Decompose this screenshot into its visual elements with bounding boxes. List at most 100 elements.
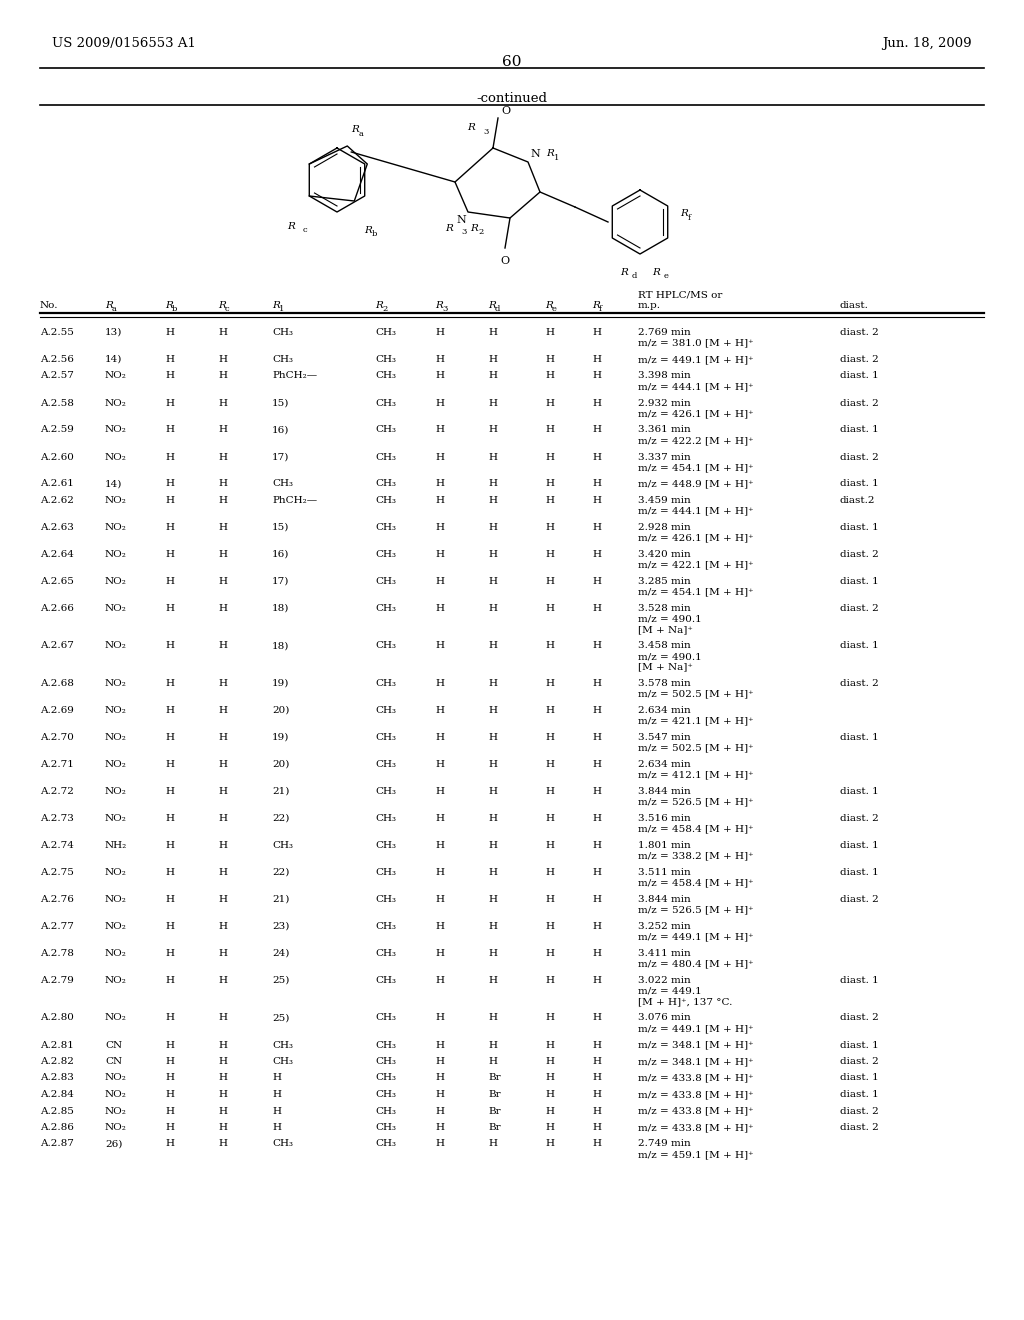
Text: H: H — [435, 523, 444, 532]
Text: H: H — [435, 371, 444, 380]
Text: H: H — [218, 678, 227, 688]
Text: d: d — [495, 305, 501, 313]
Text: H: H — [165, 678, 174, 688]
Text: A.2.66: A.2.66 — [40, 605, 74, 612]
Text: H: H — [165, 425, 174, 434]
Text: R: R — [375, 301, 383, 310]
Text: H: H — [545, 814, 554, 822]
Text: H: H — [545, 975, 554, 985]
Text: 25): 25) — [272, 1014, 290, 1023]
Text: 26): 26) — [105, 1139, 123, 1148]
Text: CH₃: CH₃ — [375, 1106, 396, 1115]
Text: H: H — [218, 706, 227, 715]
Text: diast.2: diast.2 — [840, 496, 876, 506]
Text: H: H — [488, 550, 497, 558]
Text: A.2.72: A.2.72 — [40, 787, 74, 796]
Text: m/z = 426.1 [M + H]⁺: m/z = 426.1 [M + H]⁺ — [638, 533, 754, 543]
Text: c: c — [303, 226, 307, 234]
Text: H: H — [435, 355, 444, 364]
Text: 3: 3 — [483, 128, 488, 136]
Text: R: R — [287, 222, 295, 231]
Text: H: H — [435, 787, 444, 796]
Text: H: H — [165, 355, 174, 364]
Text: m/z = 348.1 [M + H]⁺: m/z = 348.1 [M + H]⁺ — [638, 1040, 754, 1049]
Text: H: H — [218, 1106, 227, 1115]
Text: diast. 2: diast. 2 — [840, 1057, 879, 1067]
Text: H: H — [488, 453, 497, 462]
Text: H: H — [592, 1014, 601, 1023]
Text: H: H — [165, 1106, 174, 1115]
Text: H: H — [218, 1040, 227, 1049]
Text: H: H — [545, 642, 554, 651]
Text: 3.516 min: 3.516 min — [638, 814, 691, 822]
Text: diast. 1: diast. 1 — [840, 1090, 879, 1100]
Text: H: H — [435, 577, 444, 586]
Text: R: R — [364, 226, 372, 235]
Text: H: H — [592, 1139, 601, 1148]
Text: H: H — [165, 949, 174, 958]
Text: 19): 19) — [272, 733, 290, 742]
Text: R: R — [351, 125, 358, 135]
Text: H: H — [165, 479, 174, 488]
Text: d: d — [632, 272, 637, 280]
Text: H: H — [545, 371, 554, 380]
Text: 3.337 min: 3.337 min — [638, 453, 691, 462]
Text: 3.076 min: 3.076 min — [638, 1014, 691, 1023]
Text: H: H — [218, 1057, 227, 1067]
Text: R: R — [592, 301, 600, 310]
Text: H: H — [218, 355, 227, 364]
Text: 3.411 min: 3.411 min — [638, 949, 691, 958]
Text: CH₃: CH₃ — [375, 605, 396, 612]
Text: m/z = 449.1: m/z = 449.1 — [638, 986, 701, 995]
Text: m/z = 490.1: m/z = 490.1 — [638, 652, 701, 661]
Text: 2.634 min: 2.634 min — [638, 760, 691, 770]
Text: e: e — [552, 305, 557, 313]
Text: diast. 1: diast. 1 — [840, 1073, 879, 1082]
Text: diast. 2: diast. 2 — [840, 1106, 879, 1115]
Text: H: H — [435, 975, 444, 985]
Text: 3.285 min: 3.285 min — [638, 577, 691, 586]
Text: H: H — [545, 1073, 554, 1082]
Text: 2.932 min: 2.932 min — [638, 399, 691, 408]
Text: H: H — [165, 550, 174, 558]
Text: H: H — [545, 869, 554, 876]
Text: NO₂: NO₂ — [105, 760, 127, 770]
Text: CH₃: CH₃ — [375, 733, 396, 742]
Text: H: H — [218, 642, 227, 651]
Text: H: H — [165, 921, 174, 931]
Text: H: H — [545, 399, 554, 408]
Text: H: H — [545, 1014, 554, 1023]
Text: H: H — [435, 1057, 444, 1067]
Text: 3.022 min: 3.022 min — [638, 975, 691, 985]
Text: m/z = 338.2 [M + H]⁺: m/z = 338.2 [M + H]⁺ — [638, 851, 754, 861]
Text: NO₂: NO₂ — [105, 814, 127, 822]
Text: A.2.63: A.2.63 — [40, 523, 74, 532]
Text: H: H — [435, 1014, 444, 1023]
Text: m/z = 459.1 [M + H]⁺: m/z = 459.1 [M + H]⁺ — [638, 1150, 754, 1159]
Text: H: H — [165, 975, 174, 985]
Text: m/z = 458.4 [M + H]⁺: m/z = 458.4 [M + H]⁺ — [638, 825, 754, 833]
Text: H: H — [218, 787, 227, 796]
Text: H: H — [545, 706, 554, 715]
Text: H: H — [488, 1139, 497, 1148]
Text: H: H — [592, 787, 601, 796]
Text: H: H — [545, 496, 554, 506]
Text: CH₃: CH₃ — [375, 371, 396, 380]
Text: A.2.87: A.2.87 — [40, 1139, 74, 1148]
Text: R: R — [652, 268, 659, 277]
Text: H: H — [545, 787, 554, 796]
Text: m/z = 444.1 [M + H]⁺: m/z = 444.1 [M + H]⁺ — [638, 507, 754, 516]
Text: m/z = 348.1 [M + H]⁺: m/z = 348.1 [M + H]⁺ — [638, 1057, 754, 1067]
Text: diast. 1: diast. 1 — [840, 642, 879, 651]
Text: H: H — [545, 577, 554, 586]
Text: CH₃: CH₃ — [375, 453, 396, 462]
Text: A.2.67: A.2.67 — [40, 642, 74, 651]
Text: Br: Br — [488, 1123, 501, 1133]
Text: m/z = 412.1 [M + H]⁺: m/z = 412.1 [M + H]⁺ — [638, 771, 754, 780]
Text: 18): 18) — [272, 642, 290, 651]
Text: 2.749 min: 2.749 min — [638, 1139, 691, 1148]
Text: diast. 1: diast. 1 — [840, 975, 879, 985]
Text: H: H — [592, 355, 601, 364]
Text: NO₂: NO₂ — [105, 869, 127, 876]
Text: NO₂: NO₂ — [105, 496, 127, 506]
